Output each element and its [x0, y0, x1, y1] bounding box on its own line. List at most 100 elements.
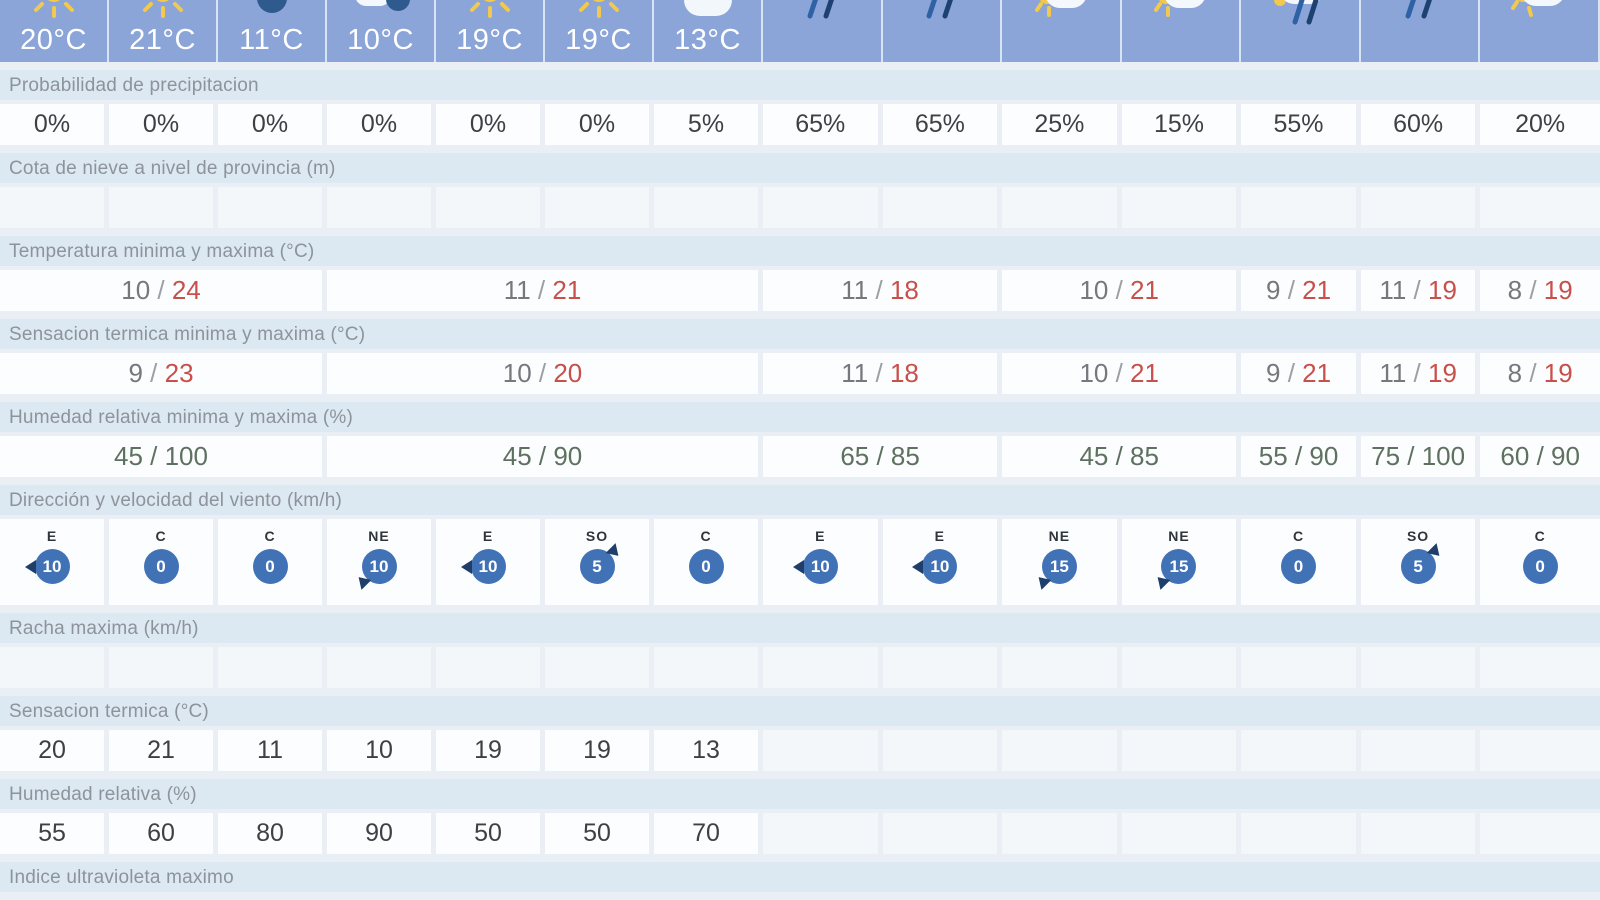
min-value: 9 [1266, 275, 1281, 305]
value-cell [545, 187, 649, 228]
wind-cell: NE 15 [1002, 519, 1117, 605]
value-cell: 45 / 90 [327, 436, 758, 477]
forecast-header-row: 20°C 21°C 11°C 10°C 19°C 19°C 13°C [0, 0, 1600, 62]
forecast-column-header [1480, 0, 1600, 62]
wind-speed-value: 10 [42, 556, 62, 576]
value-cell: 21 [109, 730, 213, 771]
section-snow-level: Cota de nieve a nivel de provincia (m) [0, 153, 1600, 228]
value-cell [0, 647, 104, 688]
value-cell [1002, 647, 1117, 688]
wind-speed-value: 15 [1169, 556, 1189, 576]
value-cell: 0% [545, 104, 649, 145]
value-cell [218, 187, 322, 228]
value-cell [1241, 187, 1356, 228]
cloud-moon-icon [349, 0, 413, 30]
value-cell [109, 647, 213, 688]
min-max-cell: 10 / 21 [1002, 353, 1237, 394]
section-precipitation-probability: Probabilidad de precipitacion 0% 0% 0% 0% 0% 0… [0, 70, 1600, 145]
wind-speed-value: 15 [1049, 556, 1069, 576]
min-value: 10 [121, 275, 151, 305]
wind-cell: NE 10 [327, 519, 431, 605]
wind-speed-badge: 15 [1153, 549, 1197, 590]
min-value: 10 [1079, 275, 1109, 305]
wind-direction-label: NE [1048, 528, 1071, 544]
cloud-icon [676, 0, 740, 30]
separator: / [1280, 275, 1303, 305]
value-cell: 45 / 85 [1002, 436, 1237, 477]
value-cell: 0% [109, 104, 213, 145]
separator: / [1406, 275, 1428, 305]
separator: / [1108, 358, 1131, 388]
value-cell: 0% [327, 104, 431, 145]
wind-speed-badge: 10 [24, 549, 70, 584]
value-cell: 60 / 90 [1480, 436, 1600, 477]
section-wind-direction-speed: Dirección y velocidad del viento (km/h) E… [0, 485, 1600, 605]
value-cell [1241, 647, 1356, 688]
value-cell [436, 187, 540, 228]
value-cell: 55% [1241, 104, 1356, 145]
max-value: 19 [1428, 275, 1457, 305]
max-value: 18 [889, 358, 919, 388]
wind-speed-value: 0 [1535, 556, 1545, 576]
separator: / [150, 275, 172, 305]
section-label-temperature-min-max: Temperatura minima y maxima (°C) [0, 236, 1600, 266]
section-label-max-gust: Racha maxima (km/h) [0, 613, 1600, 643]
value-cell [763, 187, 878, 228]
min-max-cell: 9 / 23 [0, 353, 322, 394]
separator: / [531, 358, 554, 388]
precipitation-probability-cells-row: 0% 0% 0% 0% 0% 0% 5% 65% 65% 25% 15% 55% 60% 20% [0, 104, 1600, 145]
max-gust-cells-row [0, 647, 1600, 688]
wind-cell: SO 5 [1360, 519, 1476, 605]
value-cell [1002, 813, 1117, 854]
max-value: 18 [889, 275, 919, 305]
value-cell: 0% [218, 104, 322, 145]
value-cell: 10 [327, 730, 431, 771]
separator: / [1406, 358, 1428, 388]
min-value: 11 [1379, 358, 1407, 388]
min-max-cell: 8 / 19 [1480, 270, 1600, 311]
max-value: 19 [1543, 358, 1573, 388]
wind-speed-value: 0 [1293, 556, 1304, 576]
sun-cloud-icon [1029, 0, 1093, 30]
value-cell: 60% [1360, 104, 1476, 145]
min-value: 10 [502, 358, 532, 388]
min-max-cell: 11 / 19 [1360, 353, 1476, 394]
forecast-column-header: 21°C [109, 0, 218, 62]
forecast-column-header [763, 0, 883, 62]
value-cell: 55 [0, 813, 104, 854]
min-max-cell: 9 / 21 [1241, 353, 1356, 394]
min-max-cell: 9 / 21 [1241, 270, 1356, 311]
wind-arrow-bottom-left-icon [353, 572, 371, 590]
value-cell: 75 / 100 [1360, 436, 1476, 477]
column-temperature: 11°C [239, 24, 304, 56]
max-value: 24 [171, 275, 201, 305]
wind-direction-label: C [1292, 528, 1305, 544]
section-label-precipitation-probability: Probabilidad de precipitacion [0, 70, 1600, 100]
value-cell [1121, 187, 1237, 228]
min-max-cell: 8 / 19 [1480, 353, 1600, 394]
wind-speed-badge: 10 [792, 549, 838, 584]
section-feels-like-min-max: Sensacion termica minima y maxima (°C) 9 … [0, 319, 1600, 394]
relative-humidity-cells-row: 55 60 80 90 50 50 70 [0, 813, 1600, 854]
wind-speed-badge: 10 [460, 549, 506, 584]
min-max-cell: 10 / 24 [0, 270, 322, 311]
min-max-cell: 11 / 21 [327, 270, 758, 311]
section-label-wind-direction-speed: Dirección y velocidad del viento (km/h) [0, 485, 1600, 515]
wind-arrow-bottom-left-icon [1033, 572, 1052, 590]
value-cell: 19 [545, 730, 649, 771]
sun-cloud-rain-icon [1507, 0, 1571, 30]
feels-like-min-max-cells-row: 9 / 23 10 / 20 11 / 18 10 / 21 9 / 21 11 / 19… [0, 353, 1600, 394]
value-cell [1002, 187, 1117, 228]
rain-icon [1388, 0, 1452, 30]
wind-arrow-top-right-icon [605, 543, 623, 561]
separator: / [142, 358, 165, 388]
separator: / [530, 275, 553, 305]
wind-direction-label: E [46, 528, 58, 544]
value-cell [1360, 813, 1476, 854]
forecast-column-header: 19°C [545, 0, 654, 62]
value-cell [327, 647, 431, 688]
